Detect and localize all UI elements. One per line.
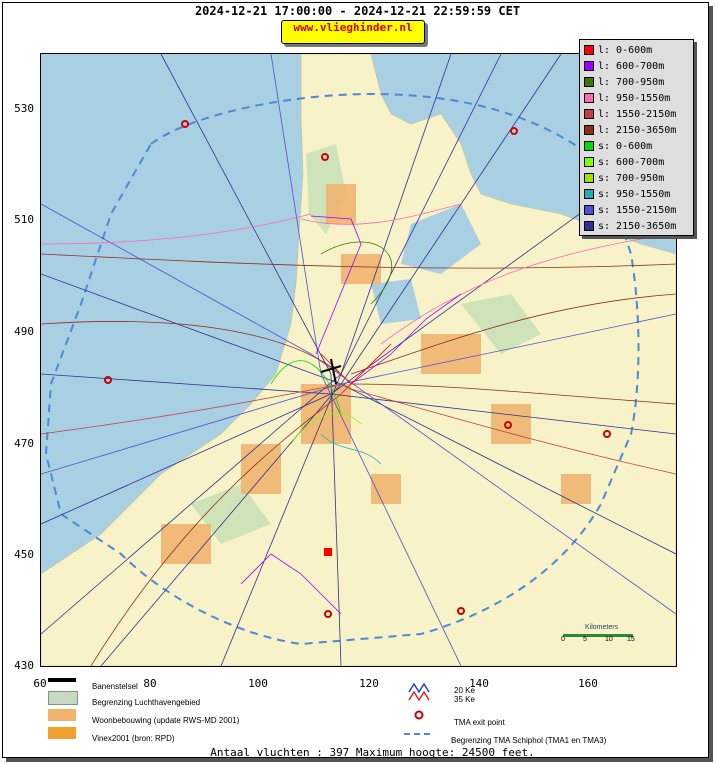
legend-swatch: [584, 221, 594, 231]
vinex-swatch: [48, 727, 76, 739]
site-url-badge[interactable]: www.vlieghinder.nl: [281, 20, 425, 44]
legend-tma-boundary-label: Begrenzing TMA Schiphol (TMA1 en TMA3): [451, 736, 607, 745]
map-legend: Banenstelsel Begrenzing Luchthavengebied…: [40, 676, 675, 746]
legend-item: l: 700-950m: [584, 76, 664, 90]
legend-label: l: 700-950m: [598, 77, 665, 88]
tma-exit-points: [104, 120, 611, 618]
x-tick: 100: [248, 677, 268, 690]
legend-item: l: 600-700m: [584, 60, 664, 74]
legend-swatch: [584, 61, 594, 71]
legend-label: l: 600-700m: [598, 61, 665, 72]
green-area: [461, 294, 541, 354]
legend-label: s: 0-600m: [598, 141, 653, 152]
x-tick: 60: [33, 677, 47, 690]
scale-bar: Kilometers 0 5 10 15: [559, 624, 639, 646]
legend-swatch: [584, 93, 594, 103]
legend-swatch: [584, 141, 594, 151]
legend-swatch: [584, 189, 594, 199]
scale-tick: 15: [627, 636, 635, 643]
tma-exit-icon: [414, 710, 424, 720]
legend-housing-label: Woonbebouwing (update RWS-MD 2001): [92, 716, 240, 725]
airport-boundary-swatch: [48, 691, 78, 705]
y-tick: 530: [14, 102, 34, 115]
legend-item: s: 950-1550m: [584, 188, 670, 202]
legend-label: l: 0-600m: [598, 45, 653, 56]
legend-item: s: 700-950m: [584, 172, 664, 186]
legend-tma-exit-label: TMA exit point: [454, 718, 505, 727]
scale-tick: 0: [561, 636, 565, 643]
x-tick: 140: [469, 677, 489, 690]
legend-runway-label: Banenstelsel: [92, 682, 138, 691]
y-tick: 470: [14, 437, 34, 450]
legend-item: s: 0-600m: [584, 140, 652, 154]
runway-system: [320, 358, 342, 385]
y-tick: 430: [14, 659, 34, 672]
legend-35ke-label: 35 Ke: [454, 695, 475, 704]
legend-swatch: [584, 125, 594, 135]
legend-label: s: 700-950m: [598, 173, 665, 184]
legend-item: l: 2150-3650m: [584, 124, 676, 138]
legend-label: s: 600-700m: [598, 157, 665, 168]
legend-airport-boundary-label: Begrenzing Luchthavengebied: [92, 698, 201, 707]
legend-label: s: 1550-2150m: [598, 205, 677, 216]
legend-label: l: 950-1550m: [598, 93, 671, 104]
legend-swatch: [584, 205, 594, 215]
housing-swatch: [48, 709, 76, 721]
legend-swatch: [584, 157, 594, 167]
noise-contour-icon: [408, 682, 430, 702]
legend-label: l: 2150-3650m: [598, 125, 677, 136]
scale-tick: 10: [605, 636, 613, 643]
flight-stats: Antaal vluchten : 397 Maximum hoogte: 24…: [210, 746, 535, 759]
scale-tick: 5: [583, 636, 587, 643]
legend-swatch: [584, 109, 594, 119]
lake: [401, 204, 481, 274]
flight-track-map: Kilometers 0 5 10 15: [40, 53, 677, 667]
legend-swatch: [584, 173, 594, 183]
legend-item: l: 0-600m: [584, 44, 652, 58]
flight-tracks: [41, 54, 676, 666]
runway-swatch: [48, 678, 76, 682]
legend-item: l: 1550-2150m: [584, 108, 676, 122]
legend-vinex-label: Vinex2001 (bron: RPD): [92, 734, 175, 743]
legend-swatch: [584, 77, 594, 87]
legend-label: s: 950-1550m: [598, 189, 671, 200]
legend-label: s: 2150-3650m: [598, 221, 677, 232]
legend-item: l: 950-1550m: [584, 92, 670, 106]
legend-label: l: 1550-2150m: [598, 109, 677, 120]
x-tick: 160: [578, 677, 598, 690]
legend-item: s: 1550-2150m: [584, 204, 676, 218]
tma-boundary: [44, 92, 640, 646]
legend-swatch: [584, 45, 594, 55]
location-marker: [324, 548, 332, 556]
y-tick: 450: [14, 548, 34, 561]
scale-bar-title: Kilometers: [585, 624, 619, 631]
x-tick: 80: [143, 677, 157, 690]
legend-item: s: 2150-3650m: [584, 220, 676, 234]
y-tick: 510: [14, 213, 34, 226]
altitude-legend: l: 0-600m l: 600-700m l: 700-950m l: 950-15…: [579, 39, 694, 236]
map-svg: [41, 54, 676, 666]
page-title: 2024-12-21 17:00:00 - 2024-12-21 22:59:5…: [194, 4, 521, 18]
tma-boundary-icon: [404, 733, 432, 735]
y-tick: 490: [14, 325, 34, 338]
x-tick: 120: [359, 677, 379, 690]
legend-20ke-label: 20 Ke: [454, 686, 475, 695]
legend-item: s: 600-700m: [584, 156, 664, 170]
